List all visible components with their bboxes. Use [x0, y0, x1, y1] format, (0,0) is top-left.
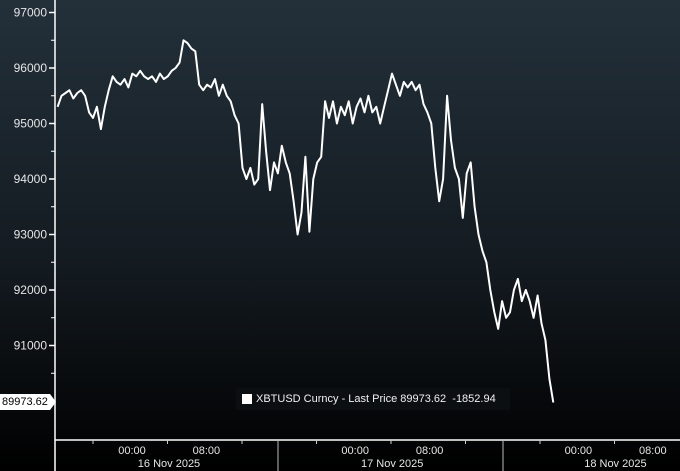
- y-tick-label: 92000: [14, 283, 48, 297]
- last-price-tag: 89973.62: [0, 394, 56, 411]
- y-tick-label: 97000: [14, 6, 48, 20]
- x-tick-label: 00:00: [341, 445, 369, 457]
- legend-change: -1852.94: [452, 393, 496, 405]
- x-date-label: 17 Nov 2025: [361, 458, 423, 470]
- x-tick-label: 08:00: [416, 445, 444, 457]
- x-tick-label: 00:00: [565, 445, 593, 457]
- y-tick-label: 91000: [14, 339, 48, 353]
- x-tick-label: 08:00: [193, 445, 221, 457]
- x-tick-label: 00:00: [118, 445, 146, 457]
- legend-label: XBTUSD Curncy - Last Price: [256, 393, 398, 405]
- x-date-label: 16 Nov 2025: [138, 458, 200, 470]
- x-date-label: 18 Nov 2025: [584, 458, 646, 470]
- y-tick-label: 93000: [14, 228, 48, 242]
- legend-last-price: 89973.62: [400, 393, 447, 405]
- legend-swatch: [242, 394, 252, 404]
- y-tick-label: 94000: [14, 172, 48, 186]
- legend: XBTUSD Curncy - Last Price 89973.62 -185…: [236, 388, 510, 410]
- y-tick-label: 95000: [14, 117, 48, 131]
- x-tick-label: 08:00: [639, 445, 667, 457]
- price-series-line: [56, 39, 555, 403]
- y-tick-label: 96000: [14, 61, 48, 75]
